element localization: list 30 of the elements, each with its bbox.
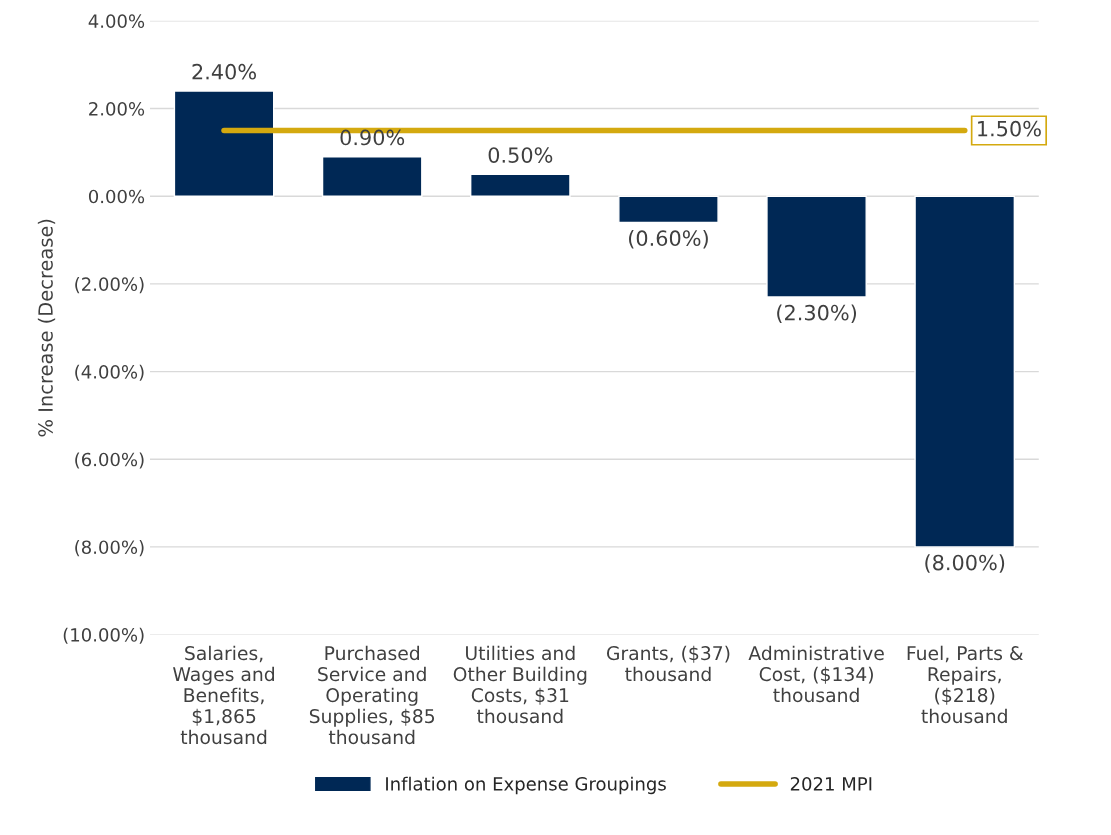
data-label: 2.40% bbox=[192, 63, 256, 80]
data-label: (2.30%) bbox=[777, 304, 857, 323]
y-tick-label: (6.00%) bbox=[75, 452, 144, 469]
data-label: (0.60%) bbox=[629, 229, 708, 249]
y-axis-title: % Increase (Decrease) bbox=[37, 219, 56, 437]
x-tick-label: Grants, ($37) thousand bbox=[606, 645, 730, 682]
y-tick-label: (10.00%) bbox=[63, 627, 144, 644]
x-tick-label: Salaries, Wages and Benefits, $1,865 thousand bbox=[173, 645, 274, 745]
y-tick-label: (8.00%) bbox=[75, 540, 144, 557]
bar bbox=[766, 195, 867, 298]
data-label: (8.00%) bbox=[925, 554, 1005, 573]
legend-label: Inflation on Expense Groupings bbox=[386, 776, 666, 795]
x-tick-label: Purchased Service and Operating Supplies, $85 thousand bbox=[309, 645, 435, 745]
data-label: 0.90% bbox=[340, 129, 405, 146]
bar bbox=[618, 195, 719, 224]
y-tick-label: (4.00%) bbox=[75, 364, 144, 381]
y-tick-label: 4.00% bbox=[88, 14, 145, 28]
x-tick-label: Administrative Cost, ($134) thousand bbox=[748, 645, 884, 703]
data-label: 1.50% bbox=[978, 120, 1041, 137]
data-label: 0.50% bbox=[488, 147, 553, 163]
bar bbox=[469, 173, 571, 197]
x-tick-label: Utilities and Other Building Costs, $31 thousand bbox=[453, 645, 587, 724]
x-tick-label: Fuel, Parts & Repairs, ($218) thousand bbox=[907, 645, 1023, 724]
y-tick-label: 2.00% bbox=[89, 102, 145, 116]
legend-label: 2021 MPI bbox=[790, 776, 872, 791]
bar bbox=[914, 195, 1016, 548]
bar bbox=[173, 90, 275, 197]
y-tick-label: (2.00%) bbox=[75, 277, 144, 294]
bar bbox=[321, 156, 423, 197]
y-tick-label: 0.00% bbox=[88, 189, 145, 204]
